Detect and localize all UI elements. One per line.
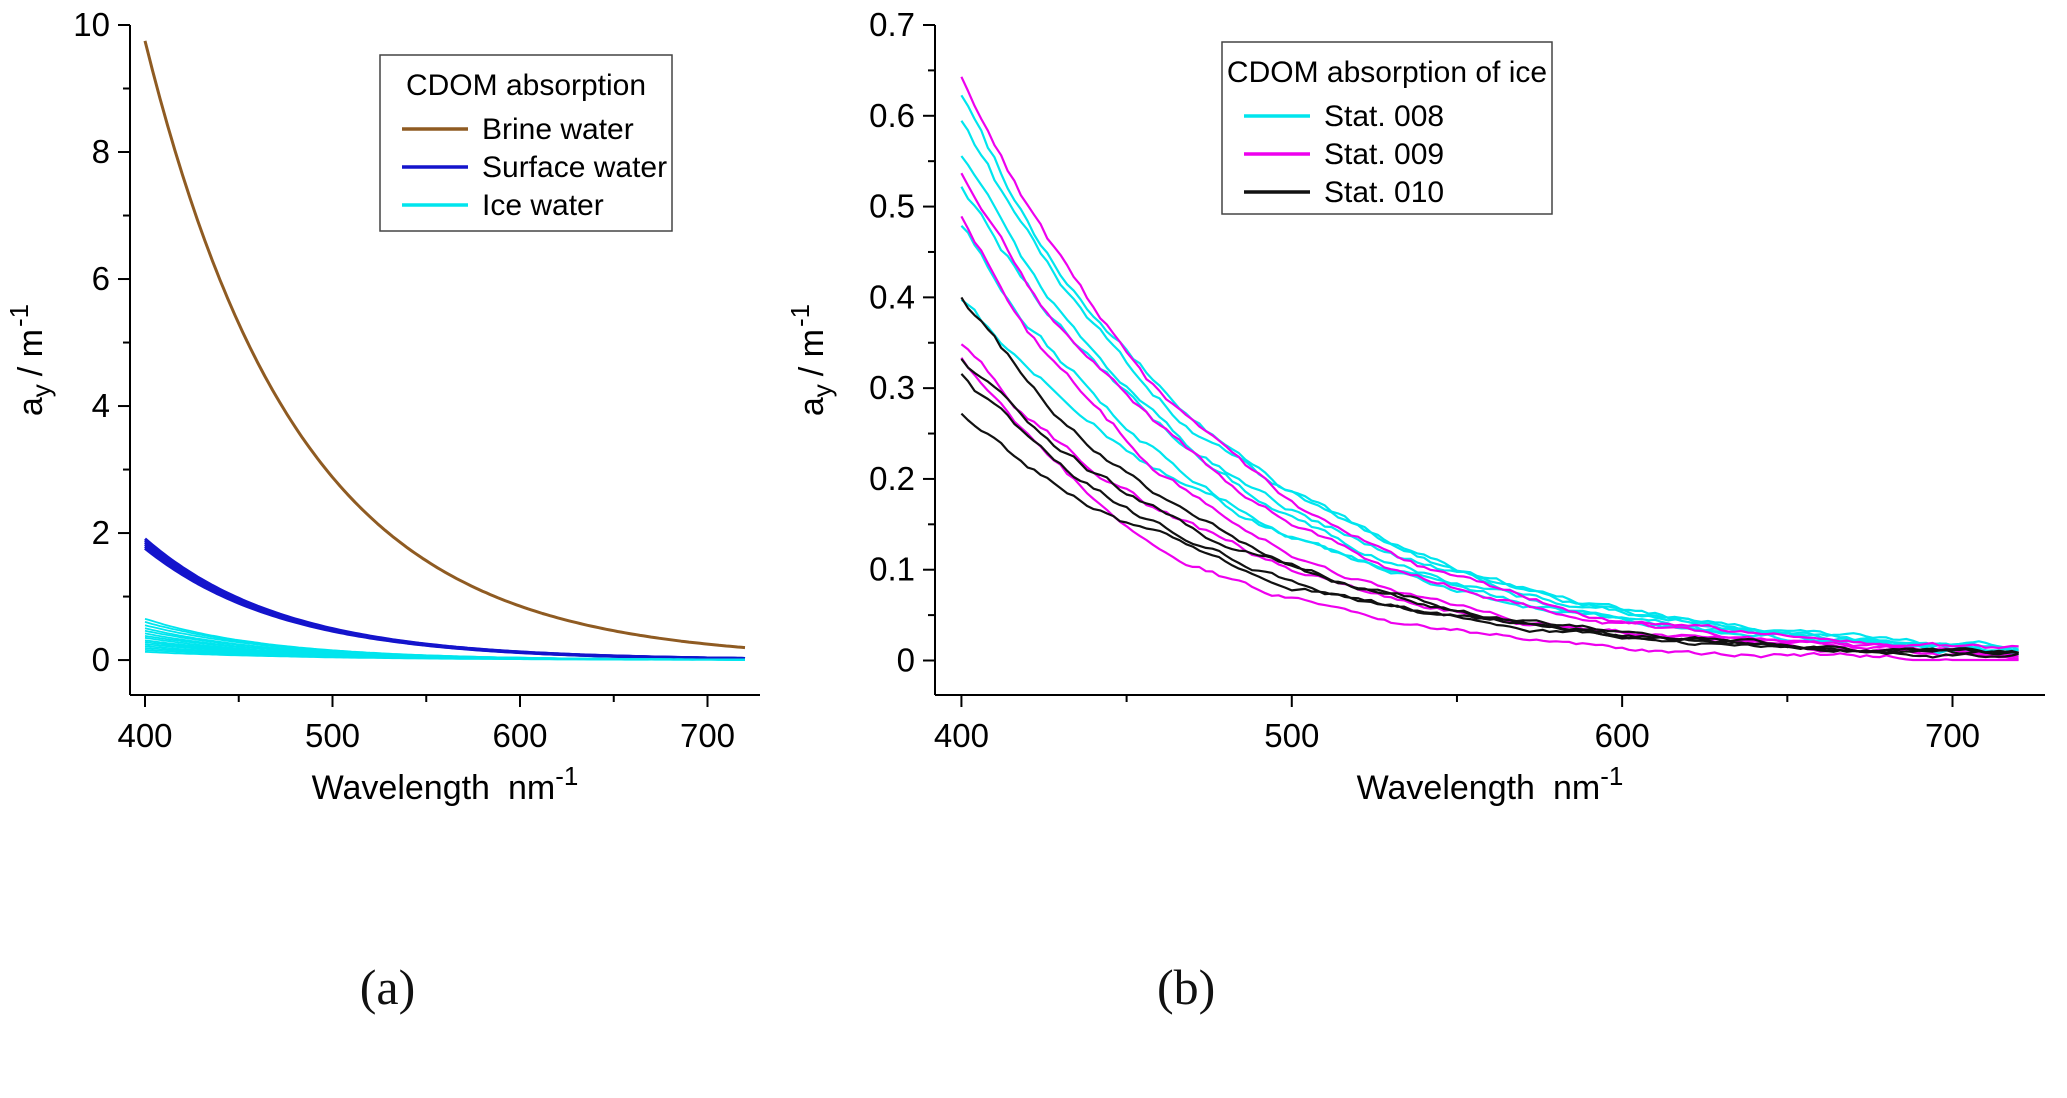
legend-label-brine-water: Brine water — [482, 113, 634, 146]
legend-title: CDOM absorption of ice — [1227, 56, 1547, 89]
curve — [960, 343, 2019, 657]
x-tick-label: 700 — [1925, 717, 1980, 754]
legend-box — [379, 54, 673, 232]
curve — [960, 298, 2019, 649]
chart-b-canvas: 400 500 600 700 0 0.1 0.2 0.3 0.4 0.5 0.6 0.7 Wavele… — [785, 6, 2045, 807]
curve — [960, 215, 2019, 658]
curve — [960, 76, 2019, 650]
panel-b-label: (b) — [1157, 959, 1216, 1015]
y-tick-label: 0.7 — [869, 6, 915, 43]
y-axis-label: ay/ m-1 — [785, 304, 837, 416]
curve — [144, 537, 746, 660]
x-axis-label: Wavelength nm-1 — [1357, 761, 1624, 807]
y-tick-label: 0.1 — [869, 551, 915, 588]
y-tick-label: 0.4 — [869, 278, 915, 315]
curve — [960, 412, 2019, 656]
legend: CDOM absorption of ice Stat. 008 Stat. 009… — [1221, 41, 1553, 215]
curve — [960, 357, 2019, 662]
tick-labels: 400 500 600 700 0 2 4 6 8 10 — [73, 6, 735, 754]
y-tick-label: 4 — [92, 387, 110, 424]
curve — [960, 373, 2019, 655]
curve — [960, 186, 2019, 653]
curve — [144, 650, 745, 661]
legend-label-stat-008: Stat. 008 — [1324, 100, 1444, 133]
panel-b: 400 500 600 700 0 0.1 0.2 0.3 0.4 0.5 0.6 0.7 Wavele… — [775, 0, 2060, 1016]
x-tick-label: 600 — [1595, 717, 1650, 754]
axes — [118, 24, 760, 707]
tick-labels: 400 500 600 700 0 0.1 0.2 0.3 0.4 0.5 0.6 0.7 — [869, 6, 1980, 754]
y-tick-label: 8 — [92, 133, 110, 170]
x-tick-label: 500 — [305, 717, 360, 754]
y-tick-label: 10 — [73, 6, 110, 43]
panel-a-label: (a) — [359, 959, 416, 1015]
axes — [923, 24, 2045, 707]
curve — [143, 40, 746, 650]
curve — [960, 94, 2019, 652]
figure: 400 500 600 700 0 2 4 6 8 10 Wavelength nm-1 ay/ m-1… — [0, 0, 2060, 1016]
series-stat-010 — [960, 296, 2019, 659]
y-tick-label: 2 — [92, 514, 110, 551]
plot-series — [960, 76, 2019, 662]
series-surface-water — [144, 537, 746, 661]
x-tick-label: 600 — [492, 717, 547, 754]
legend-box — [1221, 41, 1553, 215]
legend-label-stat-010: Stat. 010 — [1324, 176, 1444, 209]
y-tick-label: 0.5 — [869, 188, 915, 225]
x-tick-label: 500 — [1264, 717, 1319, 754]
legend-label-stat-009: Stat. 009 — [1324, 138, 1444, 171]
chart-a-canvas: 400 500 600 700 0 2 4 6 8 10 Wavelength nm-1 ay/ m-1… — [4, 6, 760, 807]
x-tick-label: 400 — [934, 717, 989, 754]
y-tick-label: 0 — [897, 642, 915, 679]
x-tick-label: 700 — [680, 717, 735, 754]
x-tick-label: 400 — [117, 717, 172, 754]
panel-a: 400 500 600 700 0 2 4 6 8 10 Wavelength nm-1 ay/ m-1… — [0, 0, 775, 1016]
y-tick-label: 0.6 — [869, 97, 915, 134]
y-tick-label: 6 — [92, 260, 110, 297]
legend-label-ice-water: Ice water — [482, 189, 604, 222]
legend-title: CDOM absorption — [406, 69, 646, 102]
curve — [960, 225, 2019, 656]
series-ice-water — [144, 618, 746, 661]
plot-series — [143, 40, 746, 661]
series-brine-water — [143, 40, 746, 650]
y-axis-label: ay/ m-1 — [4, 304, 56, 416]
legend-label-surface-water: Surface water — [482, 151, 667, 184]
y-tick-label: 0.3 — [869, 369, 915, 406]
x-axis-label: Wavelength nm-1 — [312, 761, 579, 807]
y-tick-label: 0 — [92, 641, 110, 678]
legend: CDOM absorption Brine water Surface water I… — [379, 54, 673, 232]
y-tick-label: 0.2 — [869, 460, 915, 497]
